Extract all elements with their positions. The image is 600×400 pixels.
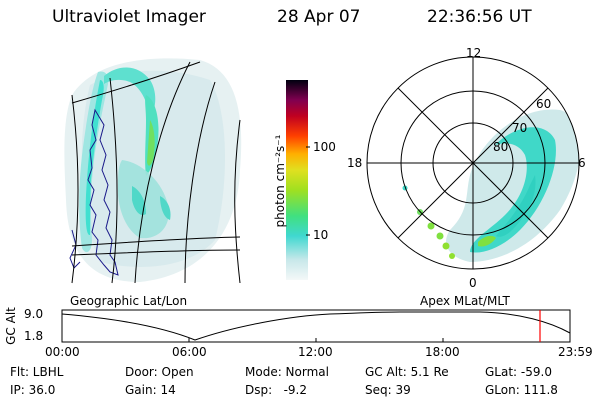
aurora-oval-core: [496, 175, 536, 237]
mlt-label-18: 18: [347, 156, 363, 170]
aurora-oval: [470, 127, 556, 253]
altitude-xtick: 18:00: [425, 345, 460, 359]
aurora-patch-2: [160, 196, 171, 220]
status-door: Door: Open: [125, 365, 194, 379]
mlt-label-6: 6: [578, 156, 586, 170]
altitude-xticks: [61, 338, 571, 342]
aurora-band-left: [85, 80, 104, 236]
geographic-map: [64, 58, 242, 284]
altitude-chart: [61, 309, 571, 343]
colorbar: [286, 80, 308, 280]
colorbar-tick-100: 100: [313, 140, 336, 154]
status-mode: Mode: Normal: [245, 365, 329, 379]
altitude-ylabel: GC Alt: [3, 307, 18, 345]
app-title: Ultraviolet Imager: [52, 7, 206, 27]
aurora-dot: [436, 232, 444, 240]
status-gain: Gain: 14: [125, 383, 176, 397]
altitude-xtick: 00:00: [45, 345, 80, 359]
status-dsp: Dsp: -9.2: [245, 383, 308, 397]
colorbar-tick-10: 10: [313, 228, 329, 242]
altitude-xtick: 12:00: [298, 345, 333, 359]
geographic-label: Geographic Lat/Lon: [70, 294, 188, 308]
status-glon: GLon: 111.8: [485, 383, 558, 397]
colorbar-ticks: [306, 146, 310, 236]
status-gc-alt: GC Alt: 5.1 Re: [365, 365, 449, 379]
polar-grid: [366, 56, 580, 270]
mlt-label-0: 0: [469, 276, 477, 290]
aurora-dot: [449, 253, 455, 259]
date-display: 28 Apr 07: [277, 7, 361, 27]
coastline: [87, 108, 119, 276]
lat-label-70: 70: [512, 121, 528, 135]
lat-label-60: 60: [536, 97, 552, 111]
status-glat: GLat: -59.0: [485, 365, 552, 379]
altitude-xtick: 23:59: [558, 345, 593, 359]
aurora-patch: [132, 186, 146, 216]
mlt-label-12: 12: [466, 46, 482, 60]
altitude-xtick: 06:00: [172, 345, 207, 359]
status-flt: Flt: LBHL: [10, 365, 64, 379]
coastline-2: [69, 229, 81, 269]
altitude-ytick-high: 9.0: [24, 307, 44, 321]
altitude-curve: [61, 311, 571, 341]
aurora-dot: [427, 222, 435, 230]
status-ip: IP: 36.0: [10, 383, 56, 397]
aurora-band-right-green: [147, 120, 155, 166]
time-display: 22:36:56 UT: [427, 7, 532, 27]
haze-inner: [81, 70, 226, 267]
aurora-dot: [442, 242, 450, 250]
aurora-arc-top: [104, 67, 156, 118]
altitude-ytick-low: 1.8: [24, 329, 44, 343]
aurora-green-spot: [478, 235, 496, 247]
status-seq: Seq: 39: [365, 383, 411, 397]
lat-label-80: 80: [493, 140, 509, 154]
map-grid: [71, 61, 241, 284]
colorbar-label: photon cm⁻²s⁻¹: [273, 134, 287, 228]
polar-plot: [366, 56, 580, 270]
apex-label: Apex MLat/MLT: [420, 294, 510, 308]
aurora-diffuse-lower: [118, 160, 169, 239]
